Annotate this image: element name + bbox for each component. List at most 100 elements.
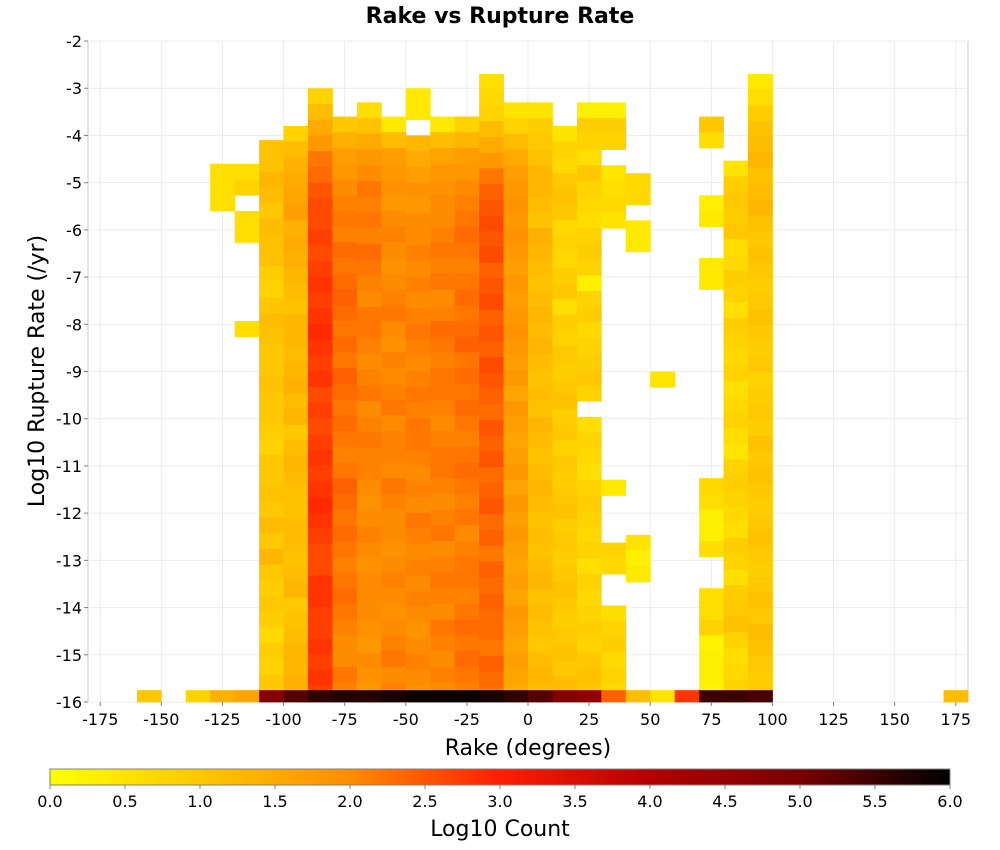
heatmap-cell: [308, 339, 333, 356]
x-tick-label: -75: [332, 710, 358, 729]
heatmap-cell: [576, 495, 602, 512]
heatmap-cell: [381, 273, 407, 290]
heatmap-cell: [601, 212, 627, 229]
heatmap-cell: [381, 619, 407, 636]
heatmap-cell: [332, 619, 358, 636]
heatmap-cell: [259, 281, 284, 298]
heatmap-cell: [748, 592, 773, 610]
heatmap-cell: [503, 479, 529, 496]
heatmap-cell: [454, 305, 480, 322]
heatmap-cell: [528, 636, 553, 654]
colorbar-ticks: 0.0 0.5 1.0 1.5 2.0 2.5 3.0 3.5 4.0 4.5 5.0 5.5 6.0: [37, 785, 963, 811]
heatmap-cell: [528, 243, 553, 261]
heatmap-cell: [479, 671, 504, 688]
heatmap-cell: [381, 289, 407, 306]
heatmap-cell: [308, 103, 333, 121]
heatmap-cell: [576, 322, 602, 339]
heatmap-cell: [699, 690, 724, 703]
heatmap-cell: [405, 434, 431, 451]
heatmap-cell: [503, 495, 529, 512]
heatmap-cell: [479, 231, 504, 248]
heatmap-cell: [259, 360, 284, 377]
heatmap-cell: [430, 352, 456, 369]
heatmap-cell: [381, 116, 407, 133]
heatmap-cell: [479, 89, 504, 106]
heatmap-cell: [528, 621, 553, 638]
heatmap-cell: [381, 226, 407, 243]
heatmap-cell: [625, 566, 651, 583]
heatmap-cell: [308, 512, 333, 529]
heatmap-cell: [528, 574, 553, 591]
heatmap-cell: [381, 132, 407, 149]
heatmap-cell: [552, 220, 578, 237]
heatmap-cell: [552, 377, 578, 394]
heatmap-cell: [356, 668, 382, 685]
heatmap-cell: [405, 182, 431, 199]
heatmap-cell: [454, 525, 480, 542]
heatmap-cell: [332, 666, 358, 683]
x-tick-label: 75: [701, 710, 721, 729]
heatmap-cell: [723, 522, 749, 539]
heatmap-cell: [699, 619, 724, 636]
heatmap-cell: [283, 471, 309, 488]
heatmap-cell: [259, 155, 284, 172]
heatmap-cell: [699, 210, 724, 227]
heatmap-cell: [430, 556, 456, 573]
heatmap-cell: [332, 541, 358, 558]
heatmap-cell: [356, 684, 382, 691]
heatmap-cell: [503, 102, 529, 119]
heatmap-cell: [332, 572, 358, 589]
heatmap-cell: [625, 188, 651, 206]
heatmap-cell: [381, 682, 407, 691]
heatmap-cell: [430, 383, 456, 400]
heatmap-cell: [259, 407, 284, 424]
heatmap-cell: [552, 267, 578, 284]
heatmap-cell: [430, 147, 456, 165]
heatmap-cell: [308, 324, 333, 341]
heatmap-cell: [454, 352, 480, 369]
heatmap-cell: [576, 448, 602, 465]
heatmap-cell: [332, 556, 358, 573]
y-tick-label: -6: [66, 221, 82, 240]
heatmap-cell: [552, 141, 578, 158]
heatmap-cell: [503, 118, 529, 135]
heatmap-cell: [479, 199, 504, 216]
heatmap-cell: [283, 534, 309, 551]
heatmap-cell: [454, 179, 480, 196]
y-tick-label: -13: [56, 551, 82, 570]
heatmap-cell: [405, 685, 431, 691]
heatmap-cell: [356, 416, 382, 433]
heatmap-cell: [332, 446, 358, 463]
heatmap-cell: [308, 151, 333, 168]
heatmap-cell: [699, 588, 724, 605]
heatmap-cell: [503, 621, 529, 638]
heatmap-cell: [552, 236, 578, 253]
heatmap-cell: [308, 371, 333, 388]
heatmap-cell: [356, 558, 382, 575]
heatmap-cell: [283, 597, 309, 614]
heatmap-cell: [601, 102, 627, 119]
heatmap-cell: [381, 258, 407, 275]
heatmap-cell: [723, 160, 749, 177]
heatmap-cell: [601, 558, 627, 575]
heatmap-cell: [308, 559, 333, 577]
heatmap-cell: [283, 550, 309, 567]
x-tick-label: -150: [143, 710, 179, 729]
heatmap-cell: [283, 393, 309, 410]
heatmap-cell: [576, 542, 602, 559]
heatmap-cell: [528, 118, 553, 135]
heatmap-cell: [308, 308, 333, 325]
heatmap-cell: [699, 258, 724, 275]
x-tick-label: 125: [818, 710, 849, 729]
heatmap-cell: [503, 291, 529, 308]
heatmap-cell: [552, 188, 578, 205]
heatmap-cell: [576, 102, 602, 119]
heatmap-cell: [625, 173, 651, 190]
heatmap-cell: [576, 574, 602, 591]
heatmap-cell: [430, 415, 456, 432]
colorbar-tick-label: 0.0: [37, 792, 62, 811]
colorbar-gradient: [49, 768, 951, 786]
heatmap-cell: [503, 149, 529, 166]
heatmap-cell: [528, 401, 553, 418]
heatmap-cell: [601, 542, 627, 559]
